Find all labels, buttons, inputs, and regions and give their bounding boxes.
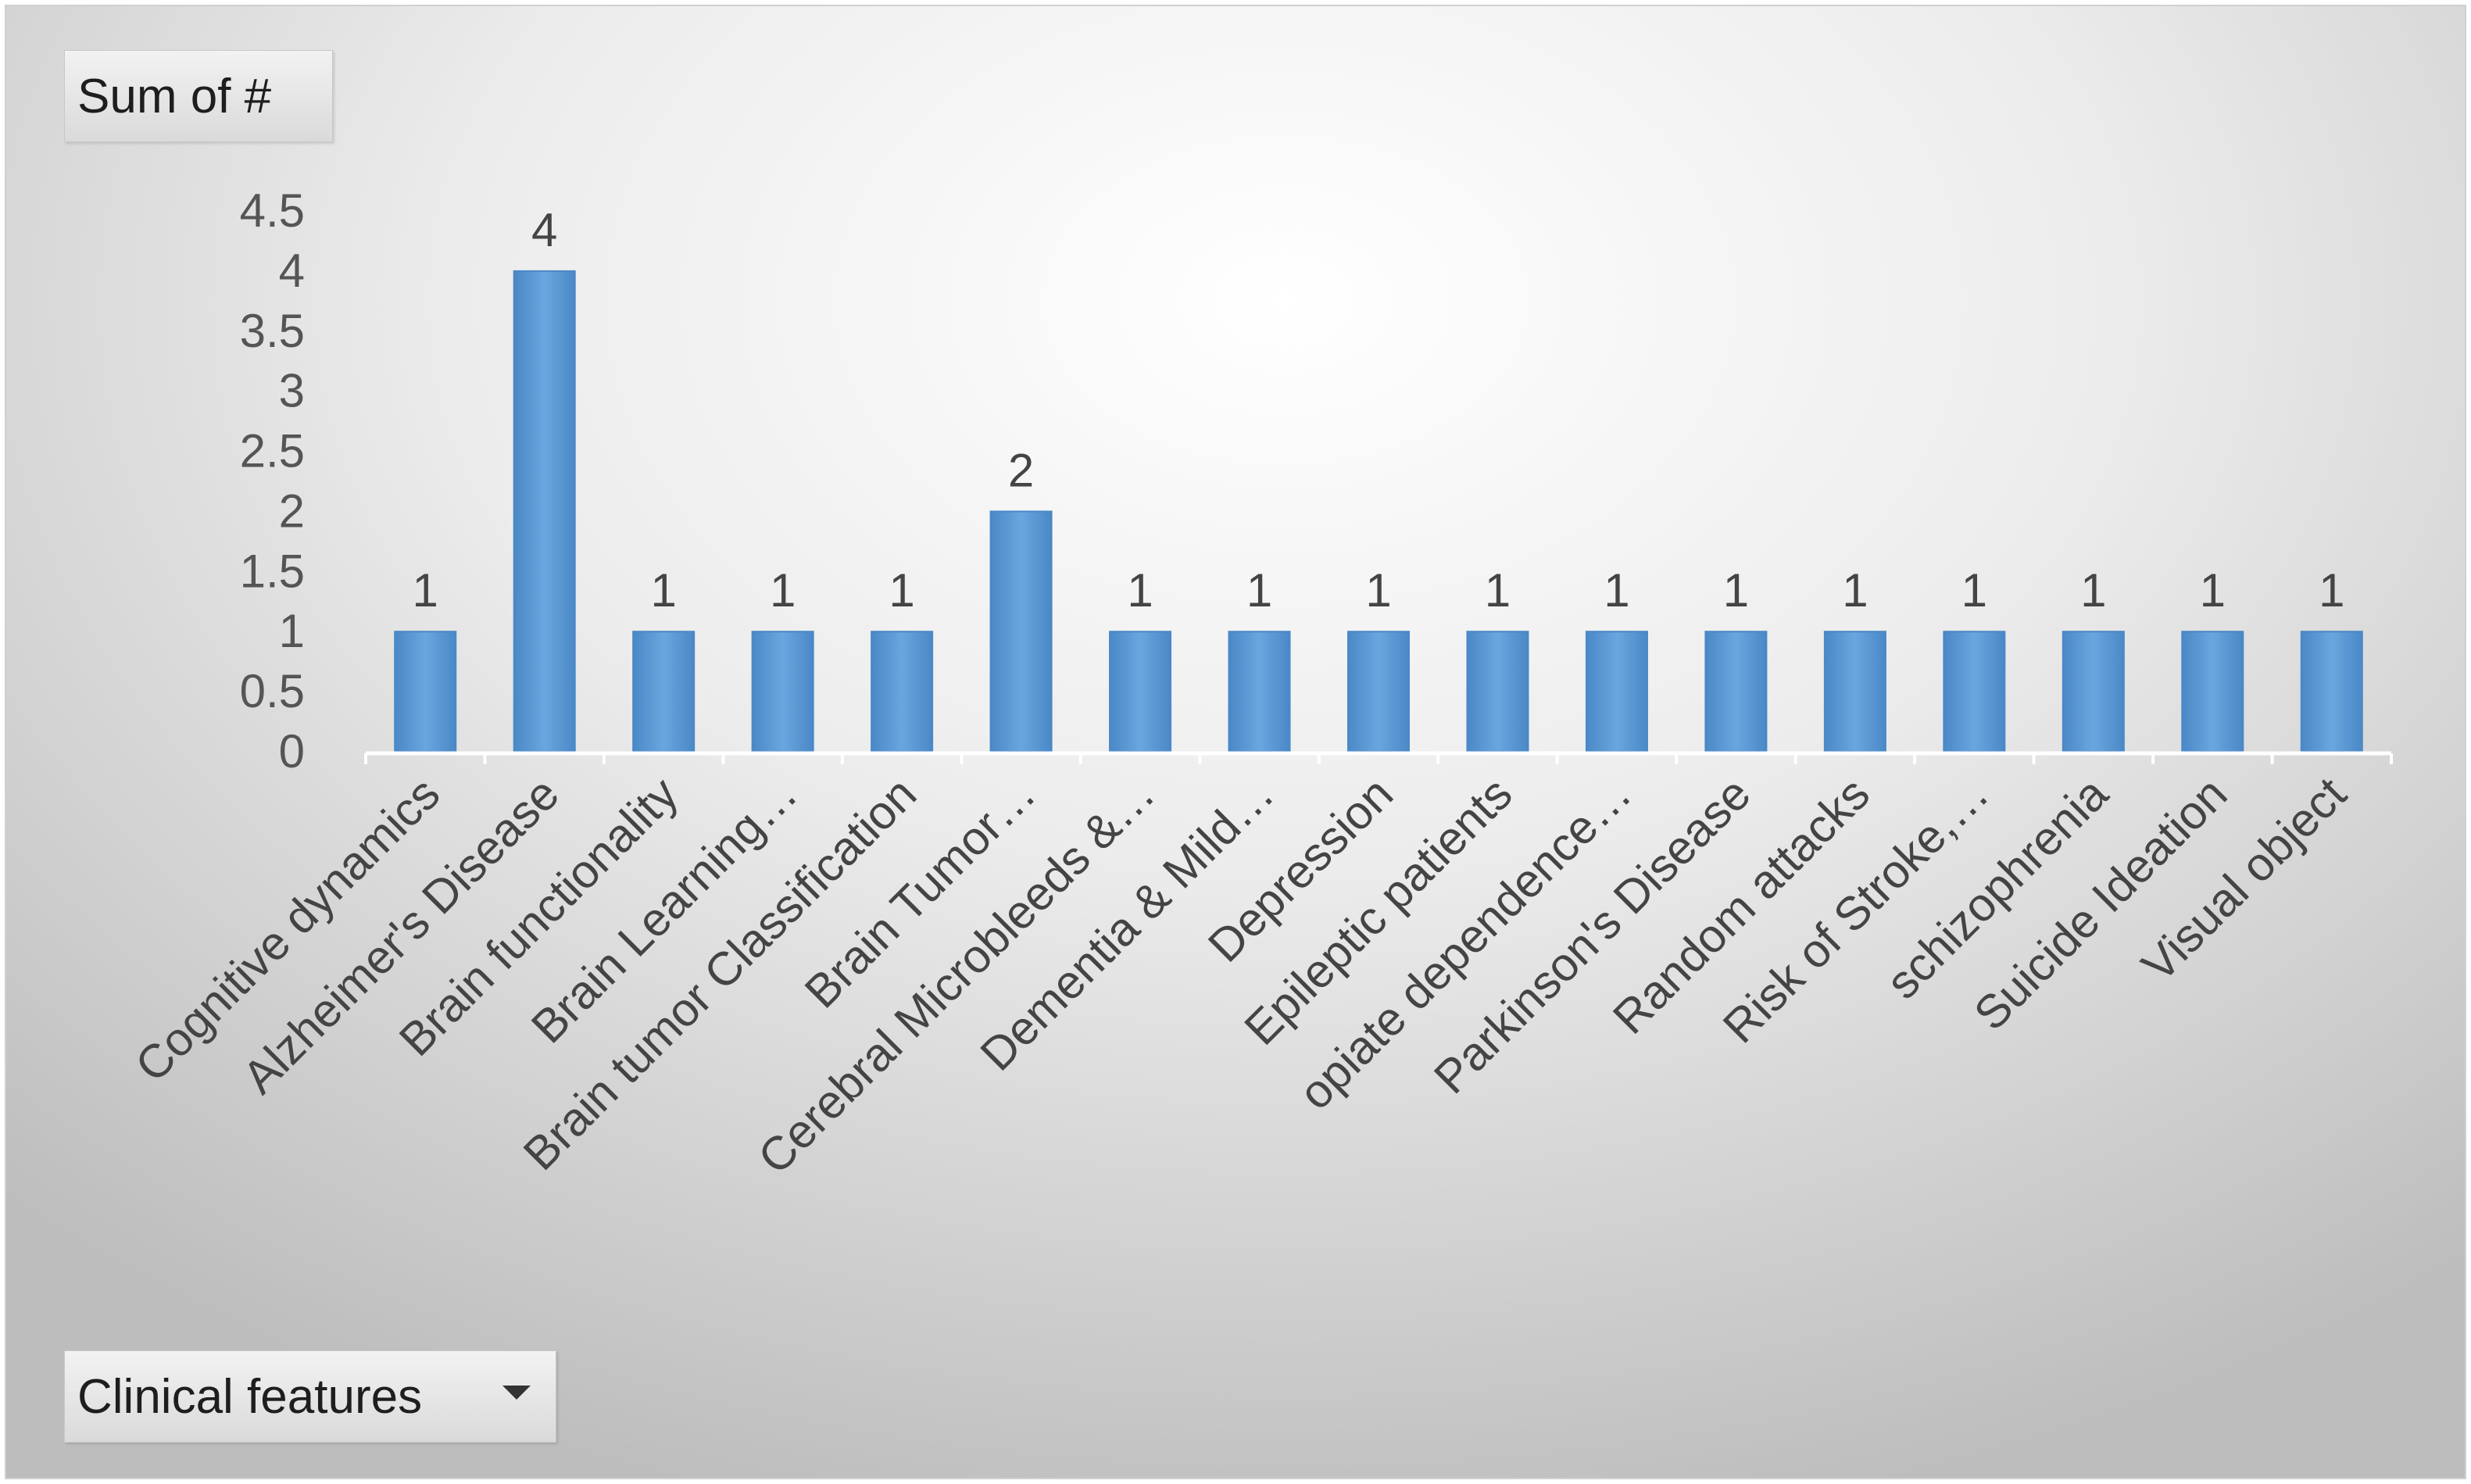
chevron-down-icon[interactable] xyxy=(502,1386,531,1400)
value-field-label: Sum of # xyxy=(77,69,272,123)
bar[interactable] xyxy=(1704,631,1768,753)
bar[interactable] xyxy=(513,270,576,753)
bar[interactable] xyxy=(394,631,457,753)
bar[interactable] xyxy=(1109,631,1172,753)
axis-field-label: Clinical features xyxy=(77,1369,423,1424)
bar[interactable] xyxy=(1466,631,1529,753)
y-tick-label: 1.5 xyxy=(240,545,305,597)
bar[interactable] xyxy=(751,631,814,753)
bar[interactable] xyxy=(2300,631,2363,753)
data-label: 1 xyxy=(889,564,914,617)
bar[interactable] xyxy=(2062,631,2125,753)
data-label: 1 xyxy=(413,564,438,617)
bar[interactable] xyxy=(1823,631,1886,753)
y-tick-label: 0.5 xyxy=(240,665,305,717)
bar[interactable] xyxy=(1228,631,1291,753)
bar[interactable] xyxy=(1347,631,1410,753)
data-label: 1 xyxy=(2080,564,2106,617)
data-label: 1 xyxy=(2319,564,2344,617)
y-tick-label: 1 xyxy=(279,605,305,657)
y-tick-label: 2 xyxy=(279,485,305,537)
data-label: 1 xyxy=(2200,564,2226,617)
y-tick-label: 0 xyxy=(279,725,305,778)
data-label: 2 xyxy=(1008,444,1034,496)
bar[interactable] xyxy=(989,510,1053,753)
data-label: 4 xyxy=(531,204,557,256)
data-label: 1 xyxy=(1961,564,1987,617)
data-label: 1 xyxy=(770,564,796,617)
y-tick-label: 3.5 xyxy=(240,305,305,357)
y-tick-label: 4.5 xyxy=(240,184,305,237)
bar[interactable] xyxy=(632,631,696,753)
bar[interactable] xyxy=(2181,631,2244,753)
data-label: 1 xyxy=(1485,564,1511,617)
bar-chart: 00.511.522.533.544.5 141 1 121 1 1 1 1 1 1 1 1 1 1 C… xyxy=(125,184,2393,1184)
data-label: 1 xyxy=(1723,564,1749,617)
y-tick-label: 4 xyxy=(279,245,305,297)
y-tick-label: 3 xyxy=(279,365,305,417)
axis-field-button[interactable]: Clinical features xyxy=(64,1350,556,1443)
data-label: 1 xyxy=(1127,564,1153,617)
chart-area: 0 0.5 1 1.5 2 2.5 3 3.5 4 4.5 1 4 1 1 1 2 1 1 1 1 1 1 1 1 1 1 1 C… xyxy=(5,5,2466,1479)
data-label: 1 xyxy=(1246,564,1272,617)
data-label: 1 xyxy=(650,564,676,617)
bar[interactable] xyxy=(1585,631,1648,753)
data-label: 1 xyxy=(1604,564,1629,617)
data-label: 1 xyxy=(1842,564,1868,617)
bar[interactable] xyxy=(871,631,934,753)
y-tick-label: 2.5 xyxy=(240,425,305,477)
bar[interactable] xyxy=(1943,631,2006,753)
value-field-button[interactable]: Sum of # xyxy=(64,50,333,142)
data-label: 1 xyxy=(1365,564,1391,617)
